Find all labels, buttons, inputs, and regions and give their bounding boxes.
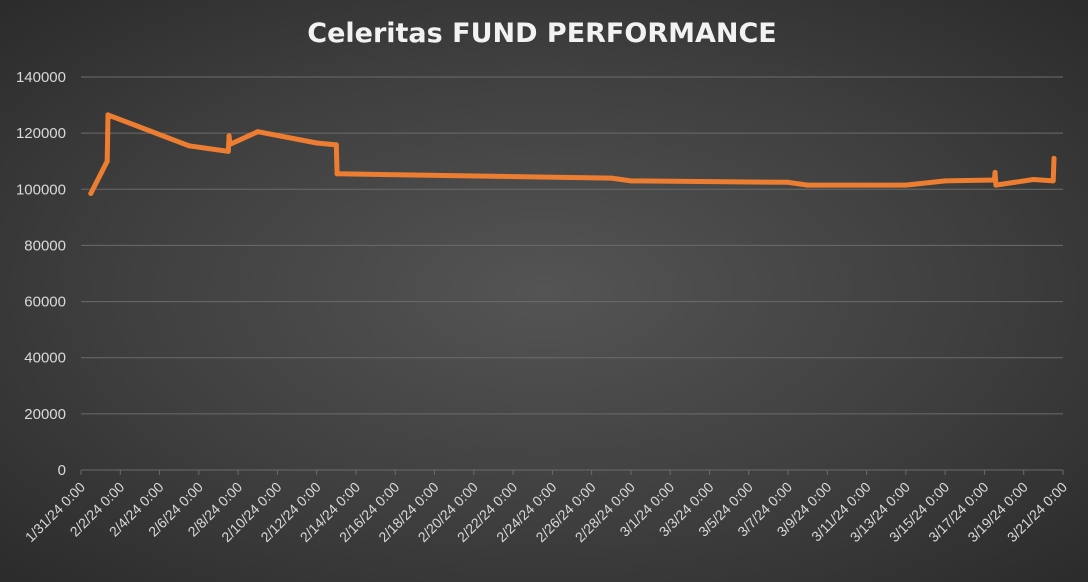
y-tick-label: 100000 [16, 181, 66, 198]
data-point [992, 169, 998, 175]
y-tick-label: 120000 [16, 125, 66, 142]
data-point [785, 179, 791, 185]
data-point [608, 175, 614, 181]
data-point [903, 182, 909, 188]
data-point [186, 143, 192, 149]
y-tick-label: 60000 [24, 294, 66, 311]
data-point [1031, 177, 1036, 182]
data-point [104, 158, 110, 164]
data-point [334, 171, 340, 177]
data-point [314, 140, 320, 146]
chart-title: Celeritas FUND PERFORMANCE [307, 18, 776, 49]
data-point [942, 178, 948, 184]
y-axis-ticks: 0 20000 40000 60000 80000 100000 120000 140000 [16, 69, 66, 479]
data-point [225, 148, 231, 154]
data-point [628, 178, 634, 184]
data-point [1051, 155, 1057, 161]
y-tick-label: 20000 [24, 406, 66, 423]
series-line [88, 112, 1057, 196]
series-layer [88, 112, 1057, 196]
data-point [1050, 178, 1056, 184]
data-point [255, 129, 261, 135]
data-point [993, 182, 999, 188]
data-point [88, 191, 94, 196]
grid-lines [81, 76, 1063, 471]
y-tick-label: 140000 [16, 69, 66, 86]
data-point [227, 141, 233, 147]
data-point [333, 142, 339, 148]
data-point [226, 133, 232, 139]
x-axis-ticks: 1/31/24 0:002/2/24 0:002/4/24 0:002/6/24… [22, 470, 1070, 545]
y-tick-label: 40000 [24, 350, 66, 367]
y-tick-label: 80000 [24, 237, 66, 254]
data-point [105, 112, 111, 118]
y-tick-label: 0 [58, 462, 66, 479]
data-point [805, 182, 811, 188]
data-point [991, 177, 997, 183]
